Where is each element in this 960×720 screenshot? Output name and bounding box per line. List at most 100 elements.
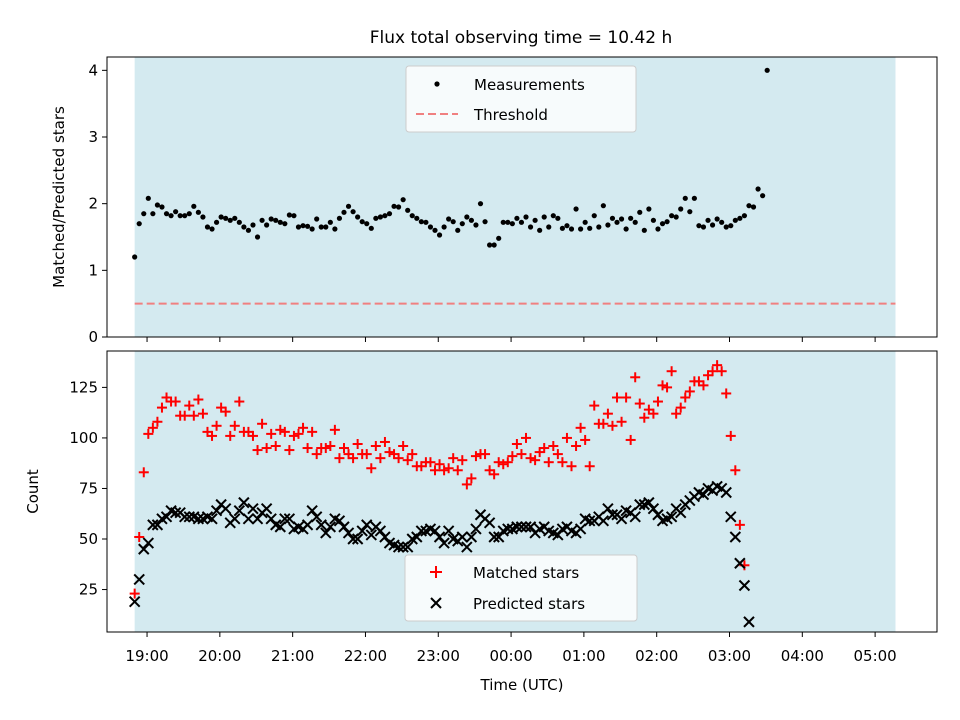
- predicted-point-b: [351, 533, 364, 545]
- matched-point: [170, 396, 181, 407]
- y-tick-label: 25: [79, 581, 98, 599]
- predicted-point: [411, 531, 423, 543]
- predicted-point: [584, 515, 596, 527]
- y-tick-label: 4: [88, 61, 98, 79]
- matched-point: [707, 366, 718, 377]
- measurement-point: [291, 213, 297, 219]
- predicted-point-b: [424, 523, 437, 535]
- matched-point: [193, 394, 204, 405]
- measurement-point: [468, 217, 474, 223]
- measurement-point: [218, 214, 224, 220]
- measurement-point: [386, 211, 393, 217]
- predicted-point-b: [265, 513, 277, 525]
- matched-point: [580, 434, 591, 445]
- predicted-point: [324, 521, 337, 533]
- predicted-point: [515, 521, 528, 533]
- predicted-point-b: [456, 531, 469, 543]
- predicted-point-b: [547, 527, 560, 539]
- predicted-point-b: [219, 502, 232, 515]
- predicted-point-b: [379, 531, 391, 543]
- y-tick-label: 50: [79, 530, 98, 548]
- measurement-point: [573, 206, 579, 212]
- predicted-point-b: [392, 541, 405, 553]
- predicted-point-b: [201, 511, 214, 523]
- predicted-point: [128, 595, 141, 608]
- predicted-point: [415, 525, 428, 537]
- matched-point: [443, 463, 454, 474]
- measurement-point: [227, 217, 233, 223]
- predicted-point: [456, 531, 469, 543]
- matched-point: [284, 445, 295, 456]
- predicted-point-b: [720, 486, 732, 499]
- measurement-point: [209, 226, 215, 232]
- measurement-point: [441, 224, 447, 230]
- predicted-point: [725, 511, 737, 523]
- predicted-point: [351, 533, 364, 545]
- measurement-point: [405, 207, 411, 213]
- predicted-point-b: [511, 521, 523, 533]
- legend: Matched stars Predicted stars: [404, 554, 638, 622]
- matched-point: [279, 426, 290, 437]
- matched-point: [348, 453, 359, 464]
- matched-point: [211, 420, 222, 431]
- predicted-point-b: [128, 595, 141, 608]
- measurement-point: [682, 195, 688, 201]
- measurement-point: [532, 217, 538, 223]
- measurement-point: [514, 215, 520, 221]
- measurement-point: [764, 67, 770, 73]
- predicted-point-b: [315, 519, 327, 531]
- predicted-point: [483, 517, 496, 529]
- predicted-point-b: [356, 525, 368, 537]
- matched-point: [439, 465, 450, 476]
- matched-point: [521, 432, 532, 443]
- matched-point: [602, 408, 613, 419]
- measurement-point: [755, 186, 761, 192]
- matched-point: [334, 453, 345, 464]
- matched-point: [480, 449, 491, 460]
- matched-point: [338, 443, 349, 454]
- matched-point: [548, 441, 559, 452]
- legend-box: [404, 554, 638, 622]
- matched-point: [539, 443, 550, 454]
- matched-point: [657, 380, 668, 391]
- predicted-point: [392, 541, 405, 553]
- measurement-point: [609, 215, 616, 221]
- matched-point: [261, 443, 272, 454]
- measurement-point: [163, 211, 170, 217]
- matched-point: [648, 408, 659, 419]
- measurement-point: [145, 195, 151, 201]
- predicted-point-b: [229, 513, 241, 525]
- measurement-point: [673, 214, 679, 220]
- predicted-point: [397, 541, 409, 553]
- measurement-point: [541, 214, 547, 220]
- predicted-point: [734, 557, 746, 569]
- legend-predicted-label: Predicted stars: [473, 595, 585, 613]
- measurement-point: [646, 206, 652, 212]
- matched-point: [225, 430, 236, 441]
- matched-point: [652, 396, 663, 407]
- matched-point: [502, 457, 513, 468]
- matched-point: [666, 366, 677, 377]
- measurement-point: [691, 195, 697, 201]
- measurement-point: [732, 217, 738, 223]
- matched-point: [712, 360, 723, 371]
- predicted-point: [247, 502, 259, 515]
- measurement-point: [300, 223, 306, 229]
- predicted-point: [274, 521, 286, 533]
- measurement-point: [605, 222, 611, 228]
- measurement-point: [345, 203, 352, 209]
- matched-point: [457, 455, 468, 466]
- predicted-point: [160, 511, 173, 523]
- matched-point: [275, 424, 286, 435]
- matched-point: [366, 463, 377, 474]
- predicted-point: [629, 511, 641, 523]
- predicted-point-b: [188, 511, 200, 523]
- predicted-point-b: [206, 513, 218, 525]
- matched-point: [156, 402, 167, 413]
- predicted-point-b: [342, 527, 355, 539]
- predicted-point: [219, 502, 232, 515]
- y-axis-label: Matched/Predicted stars: [50, 106, 68, 288]
- measurement-point: [446, 216, 452, 222]
- measurement-point: [186, 211, 192, 217]
- y-tick-label: 0: [88, 328, 98, 346]
